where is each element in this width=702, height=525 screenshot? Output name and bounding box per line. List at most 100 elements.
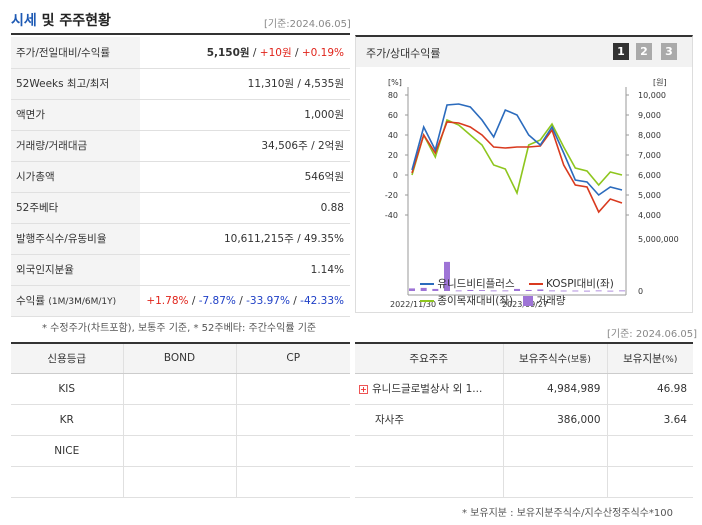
quote-row-price: 주가/전일대비/수익률 5,150원 / +10원 / +0.19% [11, 37, 350, 69]
holder-pct [606, 435, 693, 467]
quote-key: 52주베타 [11, 192, 140, 224]
holders-row [355, 435, 693, 467]
chart-page-2-button[interactable]: 2 [636, 43, 652, 60]
holder-name: 자사주 [355, 404, 503, 436]
series-line [411, 118, 623, 196]
volume-bar [549, 290, 555, 292]
credit-cell: KIS [11, 373, 123, 405]
holder-pct [606, 466, 693, 498]
volume-bar [420, 287, 427, 291]
date-label-2: [기준: 2024.06.05] [607, 329, 698, 340]
volume-bar [572, 290, 579, 292]
quote-row-returns: 수익률 (1M/3M/6M/1Y) +1.78% / -7.87% / -33.… [11, 285, 350, 317]
credit-cell [122, 435, 236, 467]
volume-bar [502, 290, 509, 292]
left-tick-label: 20 [388, 151, 398, 160]
right-tick-label: 4,000 [638, 211, 661, 220]
volume-bar [537, 289, 544, 291]
legend-item: 종이목재대비(좌) [420, 293, 513, 308]
left-tick-label: 0 [393, 171, 398, 180]
quote-key: 주가/전일대비/수익률 [11, 37, 140, 69]
right-tick-label: 7,000 [638, 151, 661, 160]
right-tick-label: 10,000 [638, 91, 666, 100]
holder-shares: 386,000 [502, 404, 607, 436]
shares-header: 보유주식수 [519, 352, 568, 365]
series-line [411, 103, 623, 197]
volume-bar [584, 290, 590, 292]
quote-value: +1.78% / -7.87% / -33.97% / -42.33% [140, 285, 350, 317]
right-tick-label: 9,000 [638, 111, 661, 120]
quote-row: 거래량/거래대금 34,506주 / 2억원 [11, 130, 350, 162]
left-tick-label: 80 [388, 91, 398, 100]
legend-swatch [420, 283, 434, 285]
quote-value: 0.88 [140, 192, 350, 224]
quote-row: 외국인지분율 1.14% [11, 254, 350, 286]
credit-row: KIS [11, 373, 350, 405]
quote-key: 52Weeks 최고/최저 [11, 68, 140, 100]
quote-value: 546억원 [140, 161, 350, 193]
legend-label: KOSPI대비(좌) [545, 278, 614, 290]
legend-swatch [523, 296, 534, 306]
left-tick-label: 40 [388, 131, 398, 140]
quote-key: 외국인지분율 [11, 254, 140, 286]
chart-title: 주가/상대수익률 [366, 47, 441, 60]
quote-key: 거래량/거래대금 [11, 130, 140, 162]
holder-shares [502, 435, 607, 467]
legend-swatch [528, 283, 543, 285]
quote-key: 발행주식수/유동비율 [11, 223, 140, 255]
volume-bar [525, 289, 532, 291]
holder-pct: 3.64 [606, 404, 693, 436]
legend-swatch [420, 300, 434, 302]
credit-row: KR [11, 404, 350, 436]
holder-name-cell[interactable]: + 유니드글로벌상사 외 1... [355, 373, 503, 405]
credit-cell [235, 373, 350, 405]
date-label: [기준:2024.06.05] [264, 19, 351, 30]
holder-shares [502, 466, 607, 498]
holder-shares: 4,984,989 [502, 373, 607, 405]
volume-bar [455, 290, 462, 292]
holder-name [355, 466, 503, 498]
left-tick-label: 60 [388, 111, 398, 120]
holders-header-row: 주요주주 보유주식수(보통) 보유지분(%) [355, 343, 693, 374]
left-tick-label: -20 [385, 191, 398, 200]
return-3m: -7.87% [198, 294, 236, 307]
pct-header-sub: (%) [661, 354, 678, 365]
change-value: +10원 [259, 46, 292, 59]
holders-table: 주요주주 보유주식수(보통) 보유지분(%) + 유니드글로벌상사 외 1... … [355, 342, 693, 498]
left-tick-label: -40 [385, 211, 398, 220]
credit-header: BOND [122, 343, 236, 374]
sep: / [239, 294, 247, 307]
chart-page-3-button[interactable]: 3 [661, 43, 677, 60]
return-1y: -42.33% [300, 294, 344, 307]
credit-row [11, 466, 350, 498]
volume-bar [595, 290, 602, 292]
legend: 유니드비티플러스 KOSPI대비(좌) 종이목재대비(좌) 거래량 [420, 276, 614, 308]
section-title: 시세 및 주주현황 [11, 10, 111, 30]
quote-table: 주가/전일대비/수익률 5,150원 / +10원 / +0.19% 52Wee… [11, 37, 350, 317]
quote-value: 1,000원 [140, 99, 350, 131]
sep: / [191, 294, 199, 307]
quote-key: 수익률 (1M/3M/6M/1Y) [11, 285, 140, 317]
credit-cell [235, 435, 350, 467]
left-axis-unit: [%] [388, 78, 402, 87]
plus-icon[interactable]: + [359, 384, 368, 394]
price-value: 5,150원 [206, 46, 250, 59]
quote-row: 발행주식수/유동비율 10,611,215주 / 49.35% [11, 223, 350, 255]
return-value: +0.19% [301, 46, 344, 59]
volume-tick-label: 5,000,000 [638, 235, 679, 244]
credit-header: 신용등급 [11, 343, 123, 374]
series-line [411, 121, 623, 214]
pct-header: 보유지분 [623, 352, 662, 365]
chart-page-1-button[interactable]: 1 [613, 43, 629, 60]
holders-header: 보유주식수(보통) [502, 343, 607, 374]
holders-row: 자사주 386,000 3.64 [355, 404, 693, 436]
quote-row: 52Weeks 최고/최저 11,310원 / 4,535원 [11, 68, 350, 100]
volume-bar [467, 289, 474, 291]
legend-item: 유니드비티플러스 [420, 276, 515, 291]
x-label: 2022/11/30 [390, 300, 436, 309]
quote-note: * 수정주가(차트포함), 보통주 기준, * 52주베타: 주간수익률 기준 [42, 323, 317, 334]
right-tick-label: 6,000 [638, 171, 661, 180]
holders-header: 보유지분(%) [606, 343, 693, 374]
volume-bar [479, 290, 485, 291]
credit-cell [122, 404, 236, 436]
